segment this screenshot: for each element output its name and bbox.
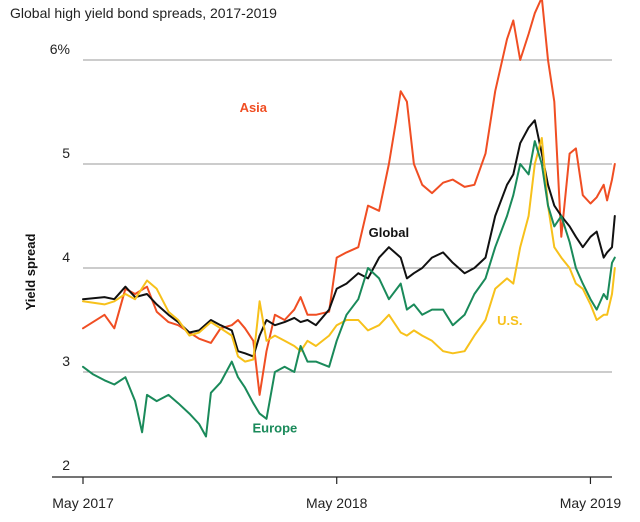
y-tick-label: 3 [62,353,70,369]
y-tick-labels: 2 3 4 5 6% [50,41,70,473]
series-labels: Asia Global U.S. Europe [240,100,523,435]
y-tick-label: 6% [50,41,70,57]
y-tick-label: 4 [62,249,70,265]
chart-title: Global high yield bond spreads, 2017-201… [10,5,277,21]
series-label-u-s: U.S. [497,313,522,328]
y-tick-label: 5 [62,145,70,161]
x-tick-label: May 2018 [306,495,368,511]
x-tick-label: May 2017 [52,495,114,511]
gridlines [83,59,612,373]
y-axis-label: Yield spread [23,234,38,311]
series-line-global [82,119,616,358]
series-lines [82,0,616,438]
series-line-asia [82,0,616,396]
series-label-asia: Asia [240,100,268,115]
series-line-europe [82,140,616,438]
x-tick-label: May 2019 [560,495,622,511]
y-tick-label: 2 [62,457,70,473]
series-line-u-s [82,137,616,363]
series-label-global: Global [369,225,409,240]
series-label-europe: Europe [252,420,297,435]
x-axis: May 2017 May 2018 May 2019 [52,476,622,511]
